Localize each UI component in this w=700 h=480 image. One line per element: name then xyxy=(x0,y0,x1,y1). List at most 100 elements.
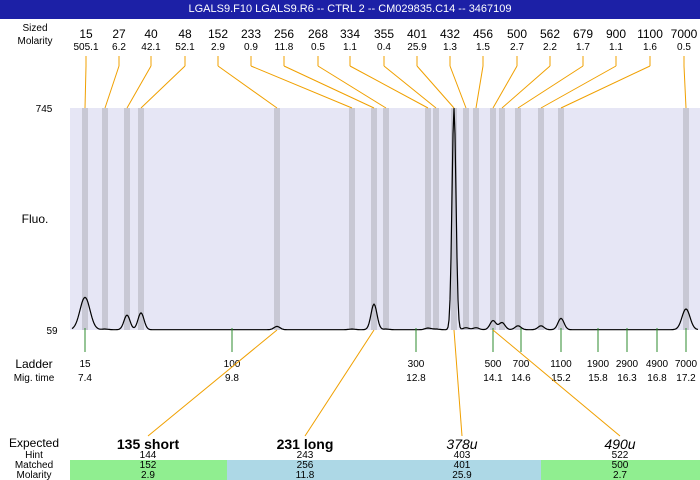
ladder-mig-time-label: 16.8 xyxy=(647,373,667,384)
molarity-row-label: Molarity xyxy=(17,36,52,47)
mig-time-row-label: Mig. time xyxy=(14,373,55,384)
expected-label: 378u xyxy=(446,436,477,452)
peak-band xyxy=(371,108,377,330)
peak-size-label: 900 xyxy=(606,27,626,41)
peak-size-label: 27 xyxy=(112,27,126,41)
peak-callout-line xyxy=(416,65,455,109)
peak-band xyxy=(515,108,521,330)
peak-size-label: 40 xyxy=(144,27,158,41)
hint-value: 243 xyxy=(297,450,314,461)
peak-band xyxy=(463,108,469,330)
peak-band xyxy=(490,108,496,330)
peak-molarity-label: 52.1 xyxy=(175,42,195,53)
ladder-mig-time-label: 15.8 xyxy=(588,373,608,384)
expected-row-band xyxy=(227,460,384,480)
peak-size-label: 233 xyxy=(241,27,261,41)
window-title: LGALS9.F10 LGALS9.R6 -- CTRL 2 -- CM0298… xyxy=(0,0,700,19)
molarity-row-label-bottom: Molarity xyxy=(16,470,51,480)
ladder-size-label: 1100 xyxy=(550,359,572,370)
ladder-size-label: 300 xyxy=(408,359,425,370)
molarity-value: 25.9 xyxy=(452,470,472,480)
peak-band xyxy=(102,108,108,330)
ladder-mig-time-label: 14.1 xyxy=(483,373,503,384)
peak-callout-line xyxy=(283,65,375,109)
y-tick-max: 745 xyxy=(36,104,53,115)
peak-callout-line xyxy=(492,65,518,109)
peak-molarity-label: 2.7 xyxy=(510,42,524,53)
peak-molarity-label: 2.2 xyxy=(543,42,557,53)
expected-callout-line xyxy=(147,329,278,437)
peak-band xyxy=(473,108,479,330)
ladder-mig-time-label: 16.3 xyxy=(617,373,637,384)
hint-value: 403 xyxy=(454,450,471,461)
peak-molarity-label: 25.9 xyxy=(407,42,427,53)
peak-size-label: 256 xyxy=(274,27,294,41)
peak-size-label: 48 xyxy=(178,27,192,41)
ladder-size-label: 4900 xyxy=(646,359,669,370)
expected-callout-line xyxy=(492,329,621,437)
peak-band xyxy=(383,108,389,330)
peak-band xyxy=(274,108,280,330)
matched-value: 256 xyxy=(297,460,314,471)
peak-callout-line xyxy=(317,65,387,109)
matched-row-label: Matched xyxy=(15,460,53,471)
peak-molarity-label: 6.2 xyxy=(112,42,126,53)
peak-size-label: 679 xyxy=(573,27,593,41)
ladder-mig-time-label: 14.6 xyxy=(511,373,531,384)
expected-callout-line xyxy=(304,329,375,437)
peak-callout-line xyxy=(517,65,584,109)
peak-callout-line xyxy=(383,65,437,109)
signal-trace xyxy=(71,107,699,331)
peak-size-label: 268 xyxy=(308,27,328,41)
molarity-value: 11.8 xyxy=(296,470,315,480)
peak-band xyxy=(433,108,439,330)
hint-value: 144 xyxy=(140,450,157,461)
peak-band xyxy=(349,108,355,330)
peak-molarity-label: 0.4 xyxy=(377,42,391,53)
peak-callout-line xyxy=(217,65,278,109)
ladder-mig-time-label: 7.4 xyxy=(78,373,92,384)
peak-callout-line xyxy=(501,65,551,109)
expected-label: 231 long xyxy=(277,436,334,452)
ladder-size-label: 1900 xyxy=(587,359,610,370)
ladder-size-label: 500 xyxy=(485,359,502,370)
peak-molarity-label: 1.6 xyxy=(643,42,657,53)
ladder-mig-time-label: 12.8 xyxy=(406,373,426,384)
peak-band xyxy=(124,108,130,330)
peak-callout-line xyxy=(140,65,186,109)
peak-molarity-label: 0.5 xyxy=(677,42,691,53)
peak-band xyxy=(138,108,144,330)
matched-value: 152 xyxy=(140,460,157,471)
expected-row-band xyxy=(70,460,227,480)
hint-row-label: Hint xyxy=(25,450,43,461)
peak-callout-line xyxy=(540,65,617,109)
peak-size-label: 562 xyxy=(540,27,560,41)
ladder-size-label: 100 xyxy=(224,359,241,370)
peak-molarity-label: 1.3 xyxy=(443,42,457,53)
peak-callout-line xyxy=(126,65,152,109)
peak-molarity-label: 42.1 xyxy=(141,42,161,53)
peak-callout-line xyxy=(349,65,429,109)
molarity-value: 2.7 xyxy=(613,470,627,480)
peak-band xyxy=(538,108,544,330)
ladder-size-label: 7000 xyxy=(675,359,698,370)
peak-callout-line xyxy=(683,65,687,109)
peak-band xyxy=(425,108,431,330)
peak-size-label: 355 xyxy=(374,27,394,41)
expected-label: 135 short xyxy=(117,436,180,452)
ladder-size-label: 700 xyxy=(513,359,530,370)
peak-molarity-label: 505.1 xyxy=(73,42,98,53)
peak-band xyxy=(558,108,564,330)
sized-row-label: Sized xyxy=(22,23,47,34)
peak-size-label: 432 xyxy=(440,27,460,41)
peak-size-label: 401 xyxy=(407,27,427,41)
peak-molarity-label: 1.7 xyxy=(576,42,590,53)
peak-molarity-label: 0.9 xyxy=(244,42,258,53)
peak-callout-line xyxy=(84,65,87,109)
peak-molarity-label: 0.5 xyxy=(311,42,325,53)
ladder-size-label: 15 xyxy=(79,359,91,370)
expected-row-label: Expected xyxy=(9,436,59,450)
peak-molarity-label: 11.8 xyxy=(275,42,294,53)
expected-callout-line xyxy=(453,329,463,437)
